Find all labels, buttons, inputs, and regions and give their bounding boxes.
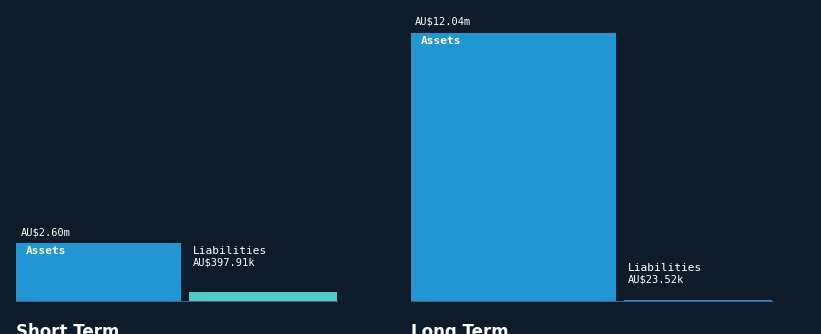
Text: Assets: Assets — [420, 36, 461, 46]
Text: Long Term: Long Term — [410, 323, 508, 334]
Text: AU$397.91k: AU$397.91k — [193, 257, 255, 267]
Bar — [16, 243, 181, 301]
Bar — [410, 32, 616, 301]
Bar — [624, 300, 772, 301]
Text: Liabilities: Liabilities — [628, 263, 702, 273]
Text: Liabilities: Liabilities — [193, 246, 267, 256]
Text: Assets: Assets — [26, 246, 67, 256]
Bar — [189, 292, 337, 301]
Text: AU$12.04m: AU$12.04m — [415, 17, 471, 27]
Text: AU$2.60m: AU$2.60m — [21, 227, 71, 237]
Text: Short Term: Short Term — [16, 323, 120, 334]
Text: AU$23.52k: AU$23.52k — [628, 275, 685, 285]
